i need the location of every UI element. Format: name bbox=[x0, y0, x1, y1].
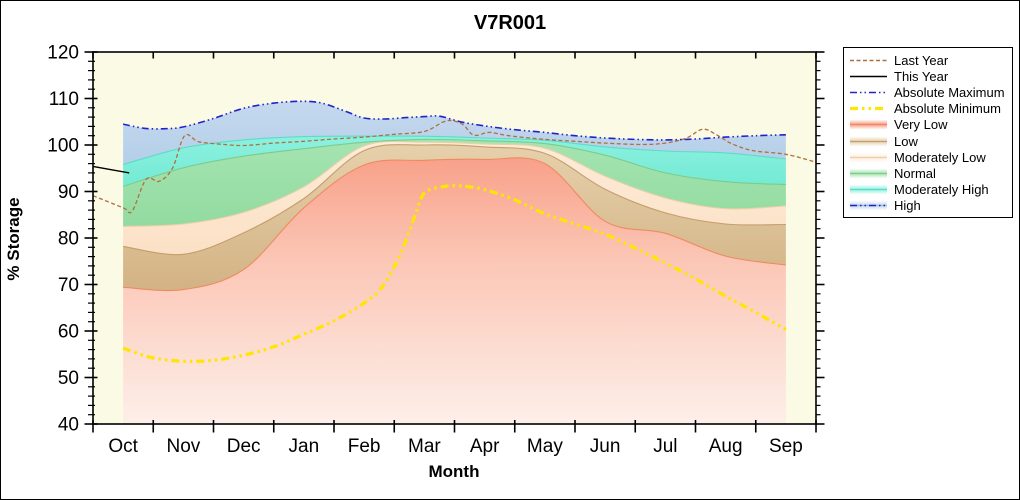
edge-low-top bbox=[123, 144, 786, 256]
legend-label: Very Low bbox=[894, 117, 948, 133]
legend-swatch bbox=[850, 136, 887, 147]
y-tick-label: 120 bbox=[47, 43, 79, 64]
band-edge-lines bbox=[122, 135, 786, 292]
x-tick-label: Dec bbox=[227, 436, 261, 457]
x-tick-label: Jan bbox=[289, 436, 320, 457]
x-tick-label: Feb bbox=[348, 436, 381, 457]
legend-label: This Year bbox=[894, 68, 949, 84]
last-year-line bbox=[92, 119, 817, 214]
x-tick-label: Aug bbox=[709, 436, 743, 457]
legend-label: Absolute Maximum bbox=[894, 84, 1005, 100]
edge-moderately-low-top bbox=[123, 140, 786, 227]
data-lines bbox=[92, 100, 817, 363]
legend-item-normal: Normal bbox=[850, 165, 1006, 181]
legend-label: High bbox=[894, 198, 921, 214]
legend-swatch bbox=[850, 91, 887, 94]
x-tick-label: Jul bbox=[653, 436, 677, 457]
edge-normal-top bbox=[122, 138, 786, 187]
legend-item-moderately-low: Moderately Low bbox=[850, 149, 1006, 165]
x-tick-label: Sep bbox=[769, 436, 803, 457]
legend-swatch bbox=[850, 119, 887, 130]
band-very-low bbox=[123, 157, 786, 425]
band-high bbox=[123, 101, 786, 165]
x-tick-label: Jun bbox=[590, 436, 621, 457]
absolute-maximum-line bbox=[122, 100, 786, 141]
y-tick-label: 50 bbox=[58, 368, 79, 389]
this-year-line bbox=[92, 165, 130, 174]
legend-label: Absolute Minimum bbox=[894, 101, 1001, 117]
x-tick-label: Mar bbox=[408, 436, 441, 457]
legend-label: Normal bbox=[894, 165, 936, 181]
y-tick-label: 70 bbox=[58, 275, 79, 296]
x-tick-label: Oct bbox=[108, 436, 138, 457]
legend-item-last-year: Last Year bbox=[850, 52, 1006, 68]
legend-item-absolute-maximum: Absolute Maximum bbox=[850, 84, 1006, 100]
absolute-minimum-line bbox=[122, 184, 787, 363]
y-tick-label: 80 bbox=[58, 229, 79, 250]
legend-item-this-year: This Year bbox=[850, 68, 1006, 84]
y-tick-label: 110 bbox=[49, 89, 79, 110]
x-tick-label: May bbox=[527, 436, 563, 457]
legend-item-moderately-high: Moderately High bbox=[850, 182, 1006, 198]
y-tick-label: 40 bbox=[58, 415, 79, 436]
x-axis-label: Month bbox=[428, 462, 480, 481]
chart-title: V7R001 bbox=[473, 12, 547, 34]
legend-swatch bbox=[850, 75, 887, 77]
legend-swatch bbox=[850, 168, 887, 179]
percentile-bands bbox=[123, 101, 786, 425]
legend-swatch bbox=[850, 59, 887, 61]
y-tick-label: 90 bbox=[58, 182, 79, 203]
x-tick-label: Apr bbox=[470, 436, 500, 457]
legend-item-absolute-minimum: Absolute Minimum bbox=[850, 101, 1006, 117]
tick-labels: 40 50 60 70 80 90 100 110 120 Oct Nov Dec Jan Feb Mar A… bbox=[47, 43, 802, 458]
edge-moderately-high-top bbox=[122, 135, 786, 166]
legend-item-low: Low bbox=[850, 133, 1006, 149]
edge-very-low-top bbox=[123, 157, 786, 292]
y-axis-label: % Storage bbox=[4, 197, 23, 281]
legend-label: Low bbox=[894, 133, 918, 149]
legend-label: Last Year bbox=[894, 52, 949, 68]
y-tick-label: 60 bbox=[58, 322, 79, 343]
axes-and-ticks bbox=[84, 51, 825, 433]
legend-swatch bbox=[850, 107, 887, 111]
band-normal bbox=[123, 139, 786, 227]
legend-swatch bbox=[850, 184, 887, 195]
band-low bbox=[123, 144, 786, 291]
legend-item-high: High bbox=[850, 198, 1006, 214]
legend: Last Year This Year Absolute Maximum Absolu… bbox=[843, 47, 1013, 218]
band-moderately-low bbox=[123, 141, 786, 255]
legend-swatch bbox=[850, 200, 887, 211]
legend-label: Moderately Low bbox=[894, 149, 986, 165]
legend-label: Moderately High bbox=[894, 182, 989, 198]
legend-item-very-low: Very Low bbox=[850, 117, 1006, 133]
x-tick-label: Nov bbox=[166, 436, 200, 457]
y-tick-label: 100 bbox=[47, 136, 79, 157]
legend-swatch bbox=[850, 152, 887, 163]
